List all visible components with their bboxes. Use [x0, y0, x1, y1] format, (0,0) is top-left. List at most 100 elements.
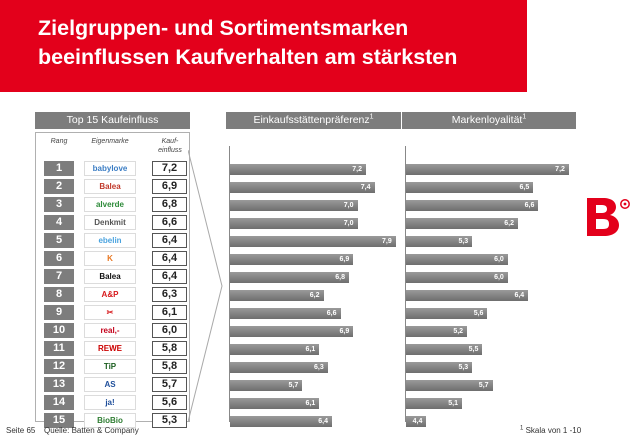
- chart2-bar-label: 5,5: [468, 346, 479, 353]
- chart2-bar-label: 5,1: [448, 400, 458, 407]
- scale-note: 1 Skala von 1 -10: [520, 425, 582, 435]
- chart1-bar: [230, 236, 396, 247]
- brand-logo: Balea: [84, 179, 136, 194]
- chart2-bar: [406, 308, 488, 319]
- chart2-axis-line: [405, 146, 406, 422]
- chart1-bar: [230, 326, 354, 337]
- chart1-bar: [230, 344, 320, 355]
- brand-logo: ja!: [84, 395, 136, 410]
- rank-cell: 7: [44, 269, 74, 284]
- chart1-bar: [230, 254, 354, 265]
- chart2-bar: [406, 164, 569, 175]
- chart2-bar: [406, 326, 468, 337]
- kaufeinfluss-score: 6,6: [152, 215, 187, 230]
- brand-logo-text: A&P: [101, 290, 119, 299]
- brand-logo-text: Balea: [99, 272, 121, 281]
- kaufeinfluss-score: 6,4: [152, 269, 187, 284]
- col-header-eigenmarke: Eigenmarke: [91, 138, 129, 145]
- chart1-bar: [230, 200, 358, 211]
- brand-logo-text: K: [107, 254, 113, 263]
- brand-logo-text: AS: [104, 380, 116, 389]
- brand-logo: BioBio: [84, 413, 136, 428]
- kaufeinfluss-score: 5,8: [152, 341, 187, 356]
- brand-logo: alverde: [84, 197, 136, 212]
- brand-logo-text: real,-: [100, 326, 120, 335]
- col-header-kaufeinfluss: Kauf-einfluss: [158, 138, 182, 154]
- chart2-bar: [406, 218, 518, 229]
- chart2-bar: [406, 290, 529, 301]
- page-title: Zielgruppen- und Sortimentsmarken beeinf…: [38, 14, 457, 72]
- rank-cell: 5: [44, 233, 74, 248]
- rank-cell: 12: [44, 359, 74, 374]
- chart2-bar-label: 6,4: [514, 292, 525, 299]
- chart1-bar: [230, 182, 375, 193]
- chart1-bar: [230, 380, 303, 391]
- chart1-bar-label: 6,4: [318, 418, 328, 425]
- kaufeinfluss-score: 7,2: [152, 161, 187, 176]
- bain-logo-icon: [587, 198, 630, 236]
- chart1-header: Einkaufsstättenpräferenz1: [226, 112, 401, 129]
- kaufeinfluss-score: 5,6: [152, 395, 187, 410]
- brand-logo: A&P: [84, 287, 136, 302]
- kaufeinfluss-score: 6,3: [152, 287, 187, 302]
- chart2-bar-label: 5,2: [453, 328, 464, 335]
- brand-logo-text: ebelin: [98, 236, 122, 245]
- rank-cell: 15: [44, 413, 74, 428]
- chart1-bar-label: 7,4: [360, 184, 371, 191]
- kaufeinfluss-score: 6,8: [152, 197, 187, 212]
- arrow-shape: [188, 150, 223, 422]
- chart2-bar-label: 6,0: [494, 274, 504, 281]
- chart2-bar-label: 4,4: [412, 418, 423, 425]
- chart1-bar: [230, 308, 341, 319]
- ranking-header: Top 15 Kaufeinfluss: [35, 112, 190, 129]
- chart1-bar-label: 6,9: [339, 256, 350, 263]
- chart2-bar: [406, 254, 508, 265]
- page-number: Seite 65: [6, 426, 36, 435]
- title-line-1: Zielgruppen- und Sortimentsmarken: [38, 16, 409, 40]
- chart2-bar-label: 6,2: [504, 220, 514, 227]
- chart1-bar: [230, 398, 320, 409]
- rank-cell: 8: [44, 287, 74, 302]
- chart1-bar-label: 6,3: [314, 364, 324, 371]
- brand-logo-text: ✂: [106, 308, 114, 317]
- kaufeinfluss-score: 6,1: [152, 305, 187, 320]
- chart1-bar: [230, 362, 328, 373]
- chart2-header: Markenloyalität1: [402, 112, 576, 129]
- chart1-bar-label: 6,8: [335, 274, 345, 281]
- brand-logo: AS: [84, 377, 136, 392]
- chart2-bar: [406, 182, 534, 193]
- chart2-bar: [406, 200, 539, 211]
- chart1-bar-label: 6,1: [305, 346, 316, 353]
- chart1-axis-line: [229, 146, 230, 422]
- brand-logo-text: BioBio: [97, 416, 123, 425]
- brand-logo: Balea: [84, 269, 136, 284]
- chart1-bar: [230, 164, 366, 175]
- chart2-bar: [406, 344, 483, 355]
- kaufeinfluss-score: 6,4: [152, 251, 187, 266]
- chart1-bar-label: 6,1: [305, 400, 316, 407]
- title-line-2: beeinflussen Kaufverhalten am stärksten: [38, 45, 458, 69]
- kaufeinfluss-score: 6,4: [152, 233, 187, 248]
- chart2-bar-label: 7,2: [555, 166, 565, 173]
- col-header-rang: Rang: [50, 138, 68, 145]
- chart1-bar-label: 7,2: [352, 166, 362, 173]
- rank-cell: 6: [44, 251, 74, 266]
- brand-logo: babylove: [84, 161, 136, 176]
- chart2-bar: [406, 236, 473, 247]
- rank-cell: 9: [44, 305, 74, 320]
- brand-logo: TiP: [84, 359, 136, 374]
- brand-logo-text: alverde: [95, 200, 125, 209]
- rank-cell: 2: [44, 179, 74, 194]
- rank-cell: 1: [44, 161, 74, 176]
- rank-cell: 11: [44, 341, 74, 356]
- chart1-bar-label: 6,6: [326, 310, 337, 317]
- chart1-bar-label: 5,7: [288, 382, 299, 389]
- brand-logo-text: babylove: [92, 164, 128, 173]
- brand-logo-text: REWE: [98, 344, 122, 353]
- chart2-bar-label: 5,3: [458, 364, 469, 371]
- chart2-bar-label: 5,3: [458, 238, 469, 245]
- chart2-bar: [406, 272, 508, 283]
- rank-cell: 4: [44, 215, 74, 230]
- chart1-bar: [230, 416, 332, 427]
- source-note: Quelle: Batten & Company: [44, 426, 139, 435]
